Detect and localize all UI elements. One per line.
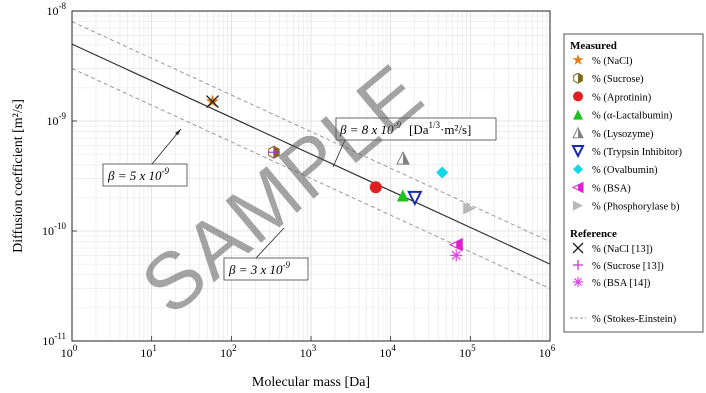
legend-item: % (Phosphorylase b) <box>573 200 680 213</box>
legend-item: % (Aprotinin) <box>573 91 652 103</box>
x-tick-label: 106 <box>539 343 556 360</box>
legend-frame <box>563 33 704 333</box>
legend-label: % (NaCl [13]) <box>592 244 653 255</box>
legend-marker <box>573 164 583 175</box>
y-tick-label: 10-10 <box>42 221 66 238</box>
legend-item: % (Ovalbumin) <box>573 164 658 176</box>
legend-label: % (Ovalbumin) <box>592 165 658 176</box>
axis-ticks: 100 101 102 103 104 105 106 10-11 10-10 10-9 10-8 <box>42 1 556 360</box>
legend-marker <box>573 109 583 120</box>
svg-text:β = 5 x 10-9: β = 5 x 10-9 <box>107 166 170 183</box>
legend-label: % (α-Lactalbumin) <box>592 111 673 122</box>
point-measured <box>407 190 423 207</box>
legend-label: % (Sucrose) <box>592 74 644 85</box>
legend-marker <box>573 72 583 84</box>
annotation-beta3: β = 3 x 10-9 <box>223 227 309 281</box>
legend-marker <box>572 242 584 254</box>
legend-item: % (Lysozyme) <box>572 126 654 140</box>
data-points <box>205 94 476 262</box>
legend-reference-title: Reference <box>570 228 617 240</box>
point-measured <box>396 189 409 202</box>
legend-label: % (Sucrose [13]) <box>592 261 664 272</box>
point-reference <box>450 249 463 262</box>
legend-marker <box>571 145 585 159</box>
legend-marker <box>572 126 584 139</box>
x-axis-label: Molecular mass [Da] <box>252 375 370 390</box>
line-beta5 <box>71 43 551 265</box>
legend-marker <box>573 91 583 102</box>
legend-marker <box>573 200 583 211</box>
legend-label: % (Stokes-Einstein) <box>592 314 677 325</box>
svg-text:β = 8 x 10-9[Da1/3·m²/s]: β = 8 x 10-9 [Da1/3·m²/s] <box>339 120 471 137</box>
legend-marker <box>573 277 583 287</box>
svg-text:β = 3 x 10-9: β = 3 x 10-9 <box>228 260 291 277</box>
legend-marker <box>571 181 584 194</box>
legend-item: % (BSA [14]) <box>573 277 651 289</box>
y-axis-label: Diffusion coefficient [m²/s] <box>11 99 26 253</box>
point-measured <box>449 237 463 252</box>
legend-label: % (Aprotinin) <box>592 92 652 103</box>
point-measured <box>436 166 449 179</box>
legend-item: % (BSA) <box>571 181 631 194</box>
y-tick-label: 10-8 <box>47 1 67 18</box>
point-reference <box>267 146 280 159</box>
x-tick-label: 105 <box>459 343 476 360</box>
legend-label: % (BSA) <box>592 183 631 194</box>
legend-label: % (Phosphorylase b) <box>592 202 680 213</box>
point-measured <box>396 150 410 165</box>
y-tick-label: 10-11 <box>42 331 66 348</box>
annotation-beta5: β = 5 x 10-9 <box>102 128 188 187</box>
x-tick-label: 103 <box>300 343 317 360</box>
y-tick-label: 10-9 <box>47 111 67 128</box>
line-beta3 <box>71 68 551 289</box>
legend: Measured Reference % (NaCl) % (Sucrose) % … <box>563 33 704 333</box>
legend-marker <box>572 54 584 65</box>
grid <box>71 11 550 342</box>
beta-lines <box>71 21 551 289</box>
legend-label: % (Lysozyme) <box>592 129 654 140</box>
legend-item: % (Sucrose) <box>573 72 644 85</box>
point-measured <box>369 181 382 194</box>
legend-item: % (α-Lactalbumin) <box>573 109 673 122</box>
legend-label: % (NaCl) <box>592 56 633 67</box>
legend-item: % (NaCl [13]) <box>572 242 653 255</box>
x-tick-label: 100 <box>61 343 78 360</box>
legend-item: % (NaCl) <box>572 54 633 67</box>
x-tick-label: 101 <box>140 343 157 360</box>
annotation-beta8: β = 8 x 10-9 [Da1/3·m²/s] <box>332 117 497 168</box>
x-tick-label: 102 <box>220 343 237 360</box>
legend-label: % (BSA [14]) <box>592 278 651 289</box>
point-measured <box>463 202 476 215</box>
legend-item-stokes-einstein: % (Stokes-Einstein) <box>570 314 677 325</box>
point-reference <box>206 95 219 109</box>
x-tick-label: 104 <box>379 343 396 360</box>
legend-label: % (Trypsin Inhibitor) <box>592 147 683 158</box>
legend-marker <box>573 260 583 270</box>
legend-item: % (Sucrose [13]) <box>573 260 664 272</box>
legend-measured-title: Measured <box>570 40 617 52</box>
line-beta8 <box>71 21 551 243</box>
legend-item: % (Trypsin Inhibitor) <box>571 145 683 159</box>
